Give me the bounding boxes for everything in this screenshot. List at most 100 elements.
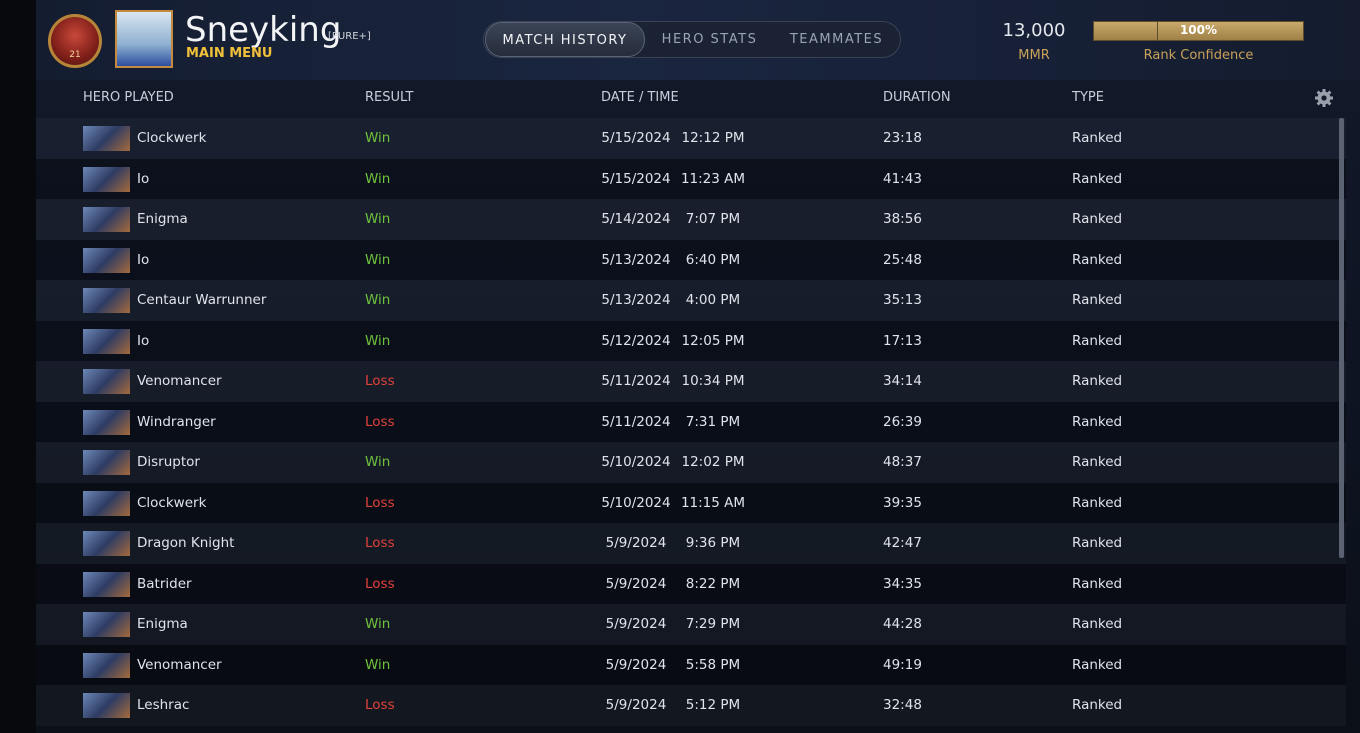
match-result: Loss	[365, 413, 395, 430]
avatar[interactable]	[115, 10, 173, 68]
match-row[interactable]: Centaur Warrunner Win 5/13/2024 4:00 PM 35:1…	[36, 280, 1346, 321]
match-result: Loss	[365, 697, 395, 713]
match-type: Ranked	[1072, 211, 1123, 227]
match-duration: 39:35	[883, 494, 922, 511]
column-header: TYPE	[1072, 90, 1104, 105]
hero-name: Io	[137, 332, 150, 349]
match-row[interactable]: Io Win 5/13/2024 6:40 PM 25:48 Ranked	[36, 239, 1346, 280]
match-time: 12:02 PM	[681, 454, 745, 470]
match-row[interactable]: Leshrac Loss 5/9/2024 5:12 PM 32:48 Ranked	[36, 685, 1346, 726]
match-time: 8:22 PM	[685, 575, 741, 592]
match-date: 5/9/2024	[605, 697, 667, 713]
hero-icon	[83, 288, 130, 313]
match-type: Ranked	[1072, 656, 1123, 673]
match-row[interactable]: Venomancer Loss 5/11/2024 10:34 PM 34:14 Rank…	[36, 361, 1346, 402]
match-time: 9:36 PM	[685, 535, 741, 551]
hero-icon	[83, 369, 130, 394]
match-result: Win	[365, 292, 391, 308]
hero-name: Clockwerk	[137, 494, 207, 511]
match-result: Win	[365, 251, 391, 268]
match-duration: 32:48	[883, 697, 922, 713]
match-type: Ranked	[1072, 697, 1123, 713]
match-duration: 17:13	[883, 332, 922, 349]
match-result: Loss	[365, 494, 395, 511]
column-header: HERO PLAYED	[83, 90, 174, 105]
confidence-bar	[1093, 21, 1304, 41]
match-row[interactable]: Io Win 5/15/2024 11:23 AM 41:43 Ranked	[36, 158, 1346, 199]
hero-icon	[83, 247, 130, 273]
match-row[interactable]: Dragon Knight Loss 5/9/2024 9:36 PM 42:47 Ran…	[36, 523, 1346, 564]
match-time: 5:58 PM	[685, 656, 741, 673]
main-menu-link[interactable]: MAIN MENU	[186, 46, 273, 61]
settings-button[interactable]	[1314, 88, 1334, 108]
match-row[interactable]: Clockwerk Win 5/15/2024 12:12 PM 23:18 Ranked	[36, 118, 1346, 159]
player-tag: [PURE+]	[328, 31, 371, 42]
match-duration: 42:47	[883, 535, 922, 551]
confidence-value: 100%	[1179, 23, 1218, 37]
match-type: Ranked	[1072, 535, 1123, 551]
match-date: 5/13/2024	[601, 292, 671, 308]
hero-name: Windranger	[137, 413, 216, 430]
hero-name: Enigma	[137, 211, 188, 227]
hero-name: Leshrac	[137, 697, 190, 713]
hero-name: Enigma	[137, 616, 188, 632]
player-name: Sneyking	[185, 10, 342, 50]
match-duration: 41:43	[883, 170, 922, 187]
hero-icon	[83, 693, 130, 718]
match-duration: 23:18	[883, 130, 922, 146]
mmr-value: 13,000	[1002, 20, 1066, 41]
match-duration: 35:13	[883, 292, 922, 308]
hero-icon	[83, 207, 130, 232]
hero-name: Io	[137, 170, 150, 187]
hero-icon	[83, 571, 130, 597]
match-date: 5/12/2024	[601, 332, 671, 349]
match-row[interactable]: Windranger Loss 5/11/2024 7:31 PM 26:39 Ranke…	[36, 401, 1346, 442]
match-row[interactable]: Venomancer Win 5/9/2024 5:58 PM 49:19 Ranked	[36, 644, 1346, 685]
match-duration: 49:19	[883, 656, 922, 673]
hero-name: Venomancer	[137, 656, 222, 673]
match-date: 5/10/2024	[601, 494, 671, 511]
match-row[interactable]: Enigma Win 5/9/2024 7:29 PM 44:28 Ranked	[36, 604, 1346, 645]
tab[interactable]: HERO STATS	[661, 32, 758, 47]
hero-name: Clockwerk	[137, 130, 207, 146]
match-type: Ranked	[1072, 292, 1123, 308]
hero-icon	[83, 652, 130, 678]
hero-icon	[83, 126, 130, 151]
match-type: Ranked	[1072, 616, 1123, 632]
match-row[interactable]: Io Win 5/12/2024 12:05 PM 17:13 Ranked	[36, 320, 1346, 361]
match-row[interactable]: Batrider Loss 5/9/2024 8:22 PM 34:35 Ranked	[36, 563, 1346, 604]
match-result: Win	[365, 211, 391, 227]
gear-hole	[1321, 95, 1327, 101]
match-time: 12:12 PM	[681, 130, 745, 146]
match-date: 5/9/2024	[605, 656, 667, 673]
match-date: 5/10/2024	[601, 454, 671, 470]
tab[interactable]: TEAMMATES	[789, 32, 884, 47]
match-time: 4:00 PM	[685, 292, 741, 308]
hero-icon	[83, 450, 130, 475]
match-time: 11:15 AM	[680, 494, 746, 511]
left-strip	[0, 0, 36, 733]
mmr-label: MMR	[1018, 48, 1050, 63]
match-time: 12:05 PM	[681, 332, 745, 349]
match-result: Loss	[365, 575, 395, 592]
match-date: 5/9/2024	[605, 575, 667, 592]
tab[interactable]: MATCH HISTORY	[485, 22, 645, 57]
match-type: Ranked	[1072, 575, 1123, 592]
match-row[interactable]: Enigma Win 5/14/2024 7:07 PM 38:56 Ranked	[36, 199, 1346, 240]
match-result: Loss	[365, 373, 395, 389]
match-time: 5:12 PM	[685, 697, 741, 713]
column-header: RESULT	[365, 90, 414, 105]
match-time: 7:07 PM	[685, 211, 741, 227]
match-row[interactable]: Disruptor Win 5/10/2024 12:02 PM 48:37 Ranked	[36, 442, 1346, 483]
match-date: 5/13/2024	[601, 251, 671, 268]
match-date: 5/9/2024	[605, 616, 667, 632]
scrollbar[interactable]	[1339, 118, 1344, 558]
match-result: Win	[365, 130, 391, 146]
match-result: Win	[365, 332, 391, 349]
match-row[interactable]: Clockwerk Loss 5/10/2024 11:15 AM 39:35 Ranke…	[36, 482, 1346, 523]
hero-icon	[83, 328, 130, 354]
hero-icon	[83, 166, 130, 192]
match-result: Win	[365, 170, 391, 187]
